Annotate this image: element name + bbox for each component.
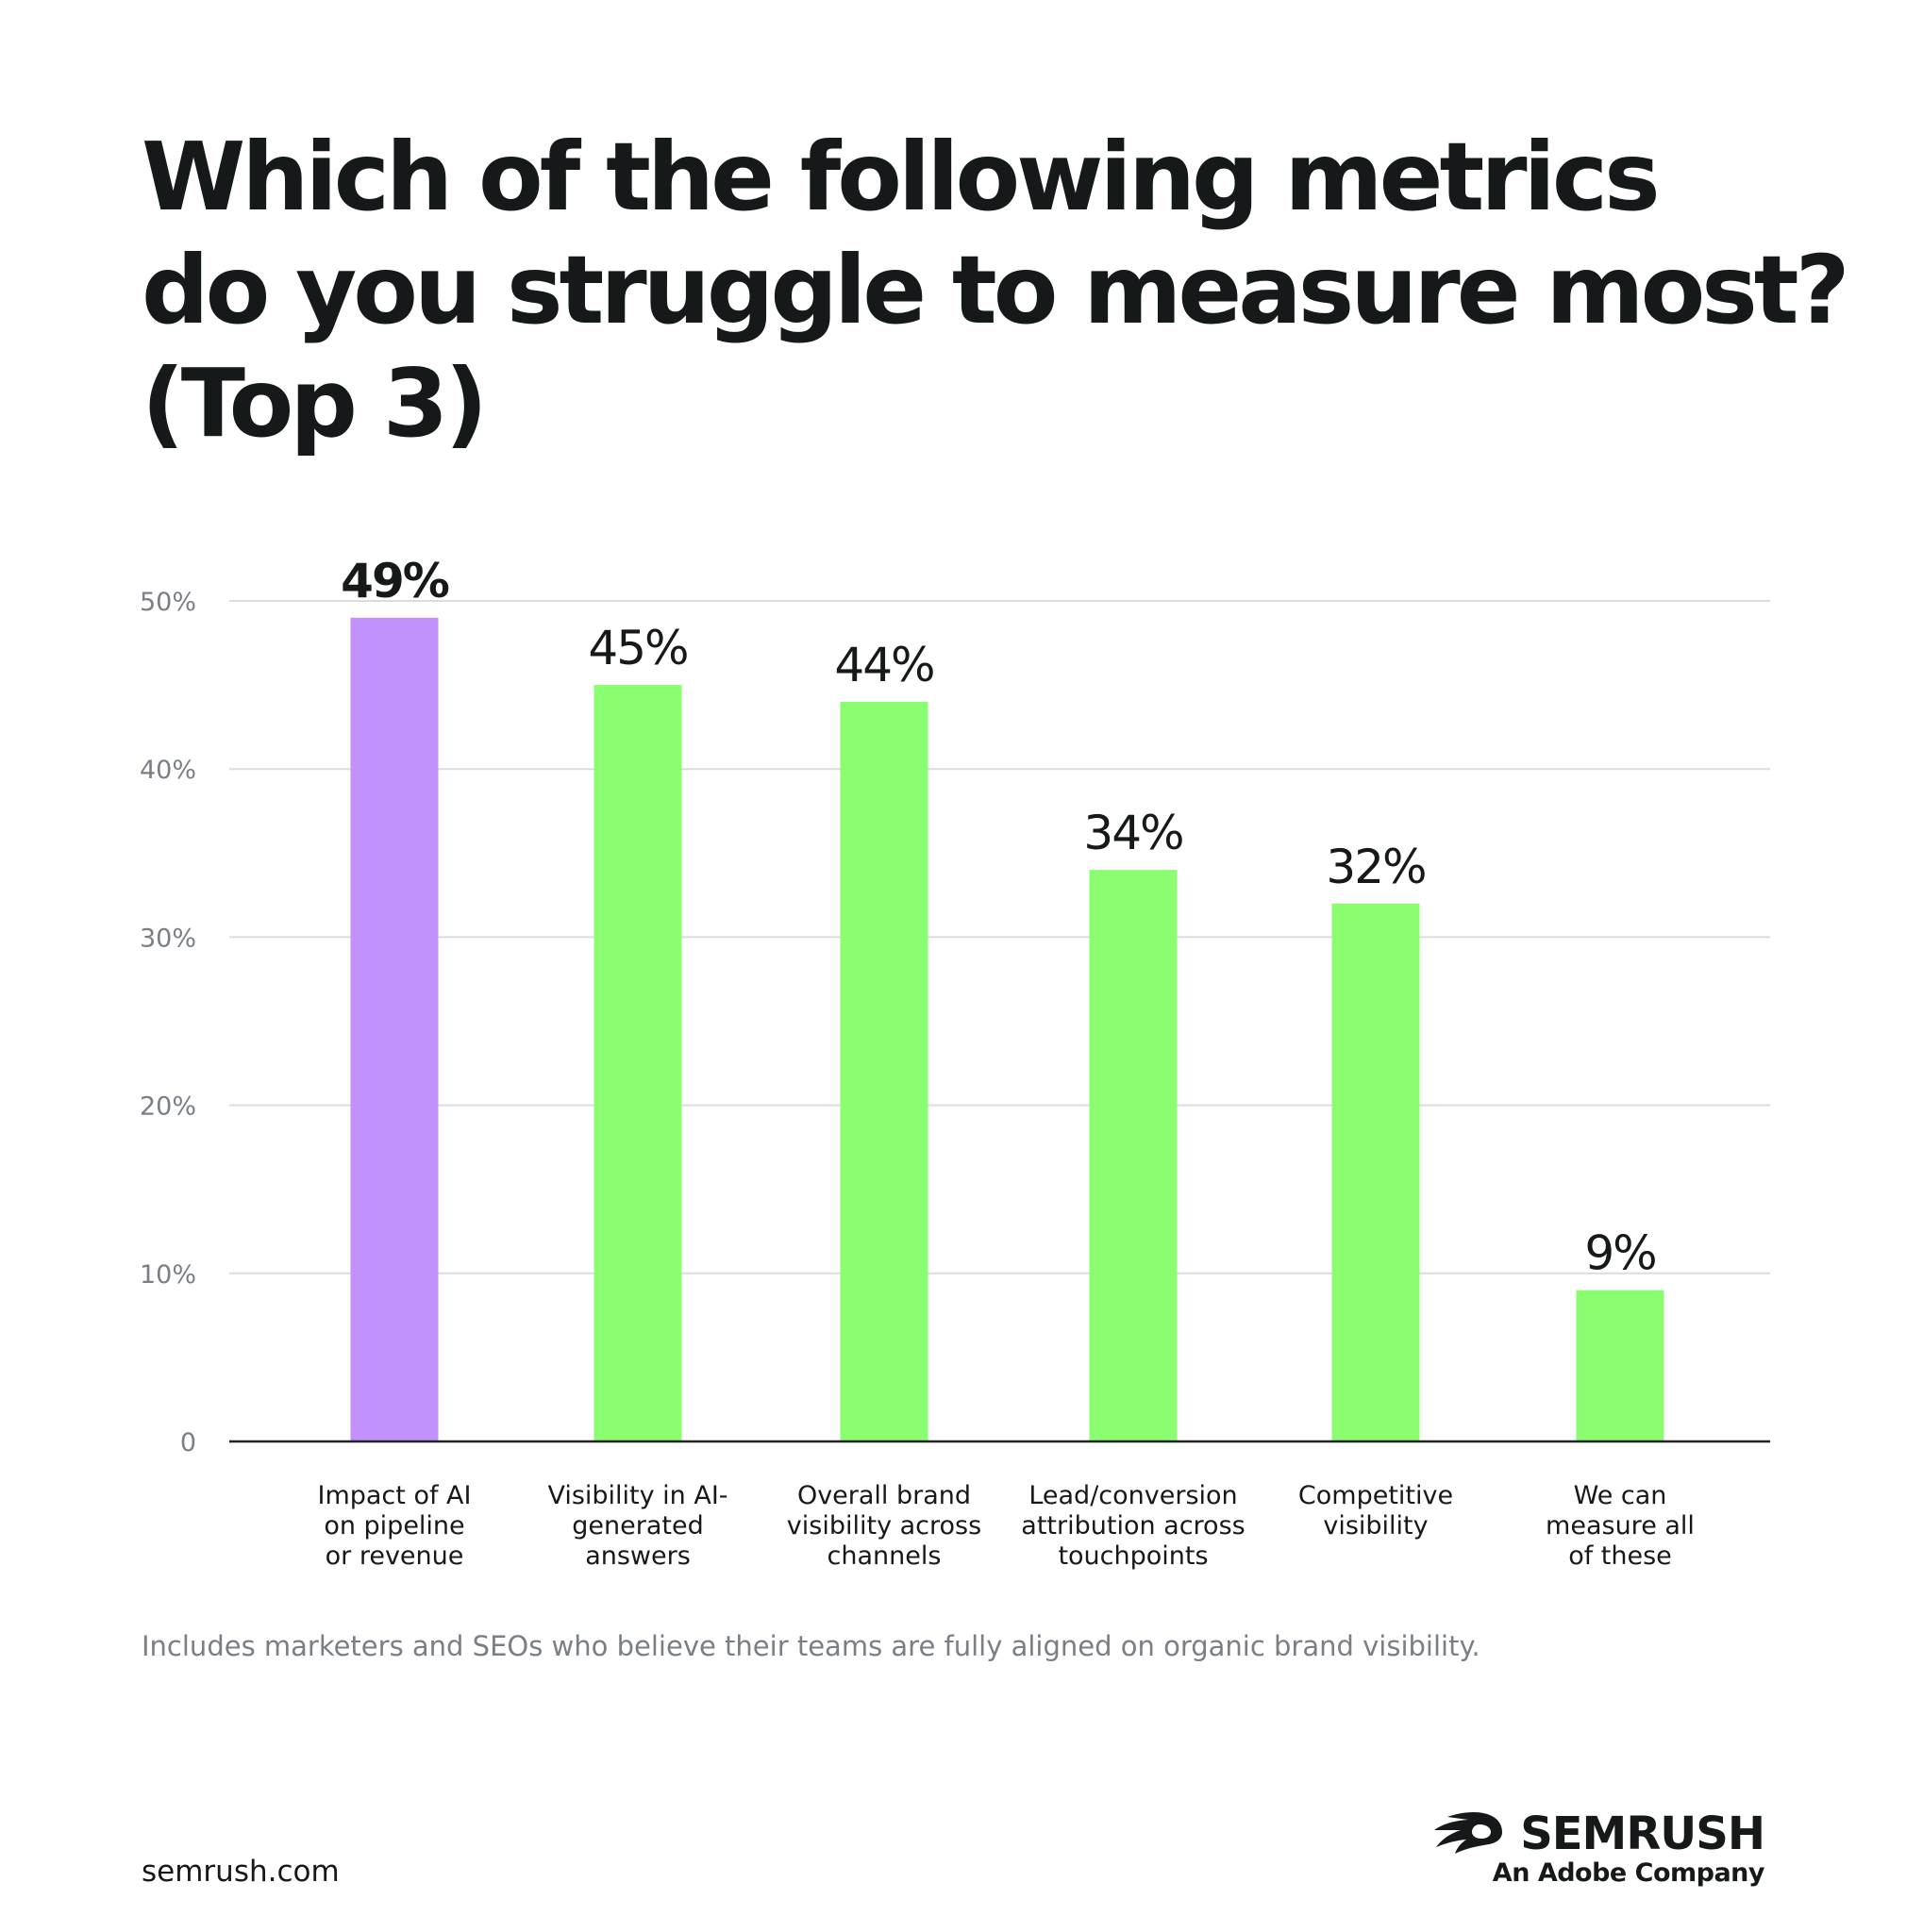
bar xyxy=(1576,1290,1664,1441)
y-tick-label: 20% xyxy=(140,1092,196,1122)
x-category-label: Competitive visibility xyxy=(1298,1481,1453,1541)
x-category-label-line: on pipeline xyxy=(324,1511,464,1541)
bar xyxy=(1331,903,1420,1441)
x-category-label-line: channels xyxy=(828,1541,942,1571)
x-category-label-line: answers xyxy=(585,1541,691,1571)
site-url: semrush.com xyxy=(142,1855,340,1889)
bar xyxy=(350,617,439,1441)
y-tick-label: 40% xyxy=(140,756,196,785)
x-category-label-line: Competitive xyxy=(1298,1481,1453,1510)
semrush-brand: SEMRUSH An Adobe Company xyxy=(1425,1807,1765,1894)
bar-value-label: 49% xyxy=(341,554,449,608)
x-category-label-line: Impact of AI xyxy=(317,1481,471,1510)
y-tick-label: 30% xyxy=(140,924,196,953)
brand-tagline: An Adobe Company xyxy=(1492,1858,1765,1888)
x-category-label-line: generated xyxy=(572,1511,703,1541)
chart-title-line-3: (Top 3) xyxy=(142,348,488,458)
chart-title-line-1: Which of the following metrics xyxy=(142,122,1661,232)
x-category-label-line: attribution across xyxy=(1021,1511,1245,1541)
chart-title: Which of the following metrics do you st… xyxy=(142,121,1850,460)
bar xyxy=(594,685,682,1441)
bar-value-label: 45% xyxy=(588,621,687,675)
x-category-label-line: visibility across xyxy=(787,1511,981,1541)
y-tick-label: 50% xyxy=(140,588,196,617)
x-category-label: Lead/conversion attribution across touchpo… xyxy=(1021,1481,1245,1571)
chart-title-line-2: do you struggle to measure most? xyxy=(142,235,1850,345)
footnote: Includes marketers and SEOs who believe … xyxy=(142,1630,1480,1662)
semrush-flame-icon xyxy=(1434,1812,1502,1854)
x-category-label-line: Overall brand xyxy=(797,1481,971,1510)
y-tick-label: 0 xyxy=(180,1428,196,1457)
brand-wordmark: SEMRUSH xyxy=(1520,1807,1765,1860)
bar-value-label: 32% xyxy=(1326,840,1425,894)
x-category-label: Overall brand visibility across channels xyxy=(787,1481,981,1571)
bar-chart: 0 10% 20% 30% 40% 50% 49% Impact of AI on pipeli… xyxy=(140,554,1770,1571)
x-category-label: We can measure all of these xyxy=(1546,1481,1695,1571)
x-category-label-line: Visibility in AI- xyxy=(547,1481,727,1510)
bar-value-label: 9% xyxy=(1584,1226,1655,1281)
x-category-label-line: We can xyxy=(1574,1481,1667,1510)
x-category-label-line: touchpoints xyxy=(1058,1541,1208,1571)
bar xyxy=(840,701,928,1441)
x-category-label: Impact of AI on pipeline or revenue xyxy=(317,1481,471,1571)
bar xyxy=(1089,870,1178,1441)
x-category-label-line: or revenue xyxy=(326,1541,464,1571)
bar-value-label: 34% xyxy=(1083,806,1182,860)
x-category-label: Visibility in AI-generated answers xyxy=(547,1481,727,1571)
bar-value-label: 44% xyxy=(834,638,933,692)
x-category-label-line: measure all xyxy=(1546,1511,1695,1541)
x-category-label-line: visibility xyxy=(1323,1511,1428,1541)
x-category-label-line: of these xyxy=(1568,1541,1672,1571)
x-category-label-line: Lead/conversion xyxy=(1028,1481,1237,1510)
y-tick-label: 10% xyxy=(140,1260,196,1290)
